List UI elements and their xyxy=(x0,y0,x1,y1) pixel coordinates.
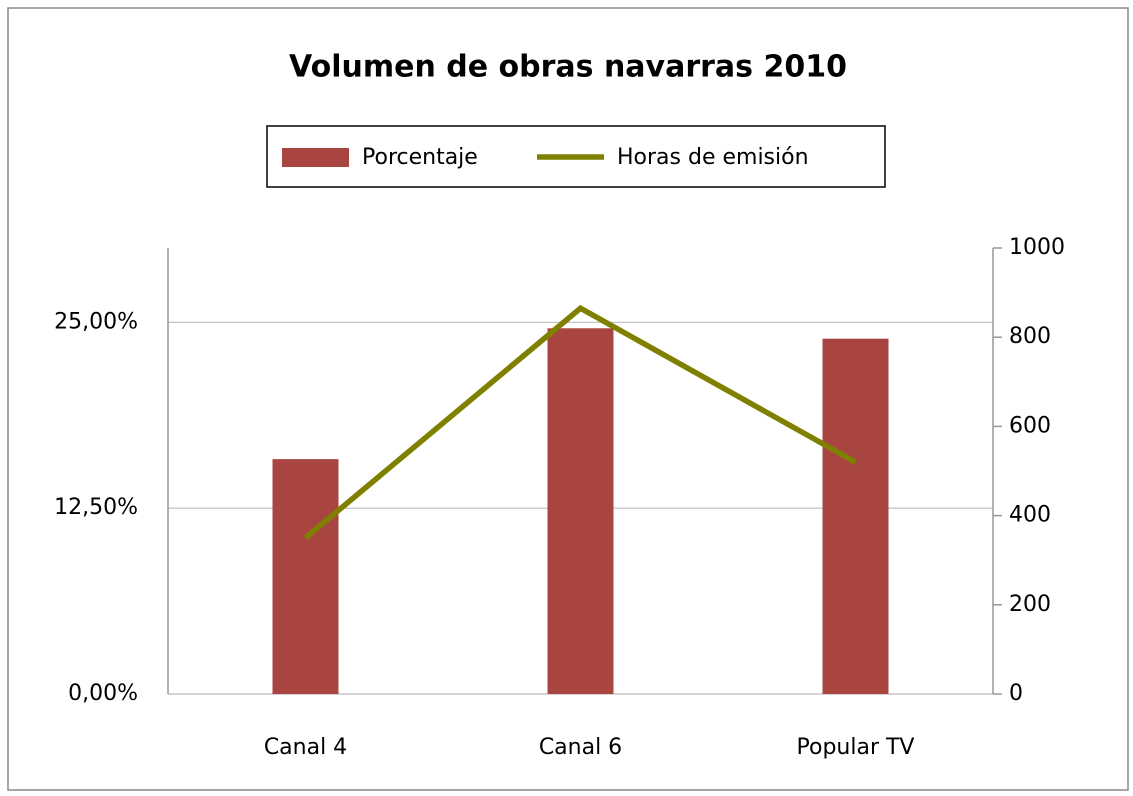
y2-tick-label: 400 xyxy=(1009,503,1051,528)
y-tick-label: 25,00% xyxy=(54,309,138,334)
bar xyxy=(272,459,339,694)
y-tick-label: 12,50% xyxy=(54,495,138,520)
chart-title: Volumen de obras navarras 2010 xyxy=(289,50,847,85)
y2-tick-label: 1000 xyxy=(1009,235,1065,260)
x-tick-label: Canal 4 xyxy=(264,735,347,760)
y-tick-label: 0,00% xyxy=(68,681,138,706)
y2-tick-label: 800 xyxy=(1009,324,1051,349)
line xyxy=(303,304,857,541)
bar xyxy=(547,328,614,694)
y2-tick-label: 600 xyxy=(1009,413,1051,438)
legend-swatch xyxy=(282,148,349,167)
x-tick-label: Popular TV xyxy=(797,735,915,760)
y2-tick-label: 200 xyxy=(1009,592,1051,617)
y2-tick-label: 0 xyxy=(1009,681,1023,706)
bar xyxy=(822,338,889,694)
x-tick-label: Canal 6 xyxy=(539,735,622,760)
legend-label: Porcentaje xyxy=(362,145,478,170)
legend-label: Horas de emisión xyxy=(617,145,809,170)
